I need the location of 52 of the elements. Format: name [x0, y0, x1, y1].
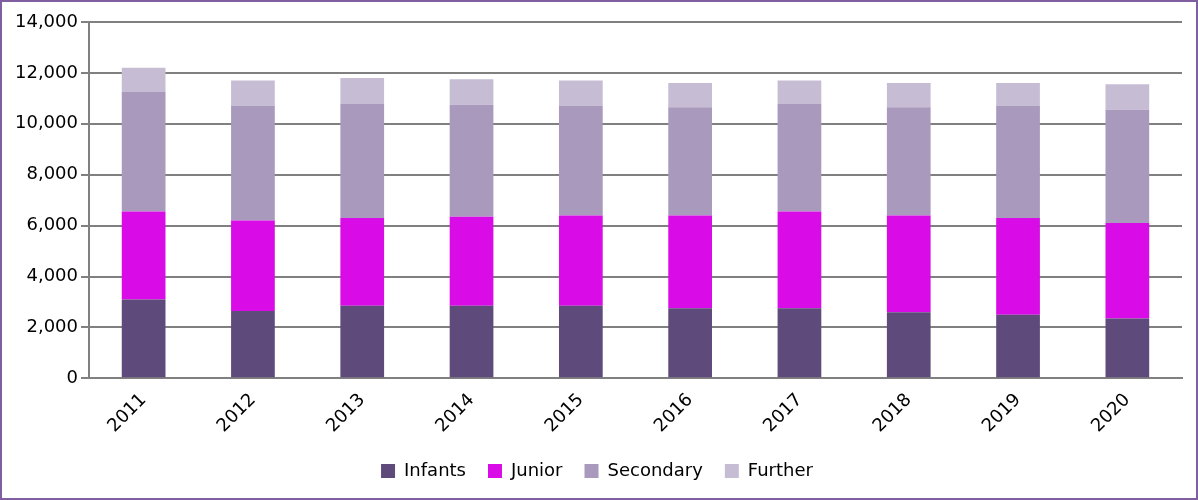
bar: [121, 67, 166, 92]
bar: [340, 305, 385, 378]
y-tick-label: 10,000: [15, 111, 78, 133]
bar: [668, 215, 712, 309]
y-tick-label: 8,000: [26, 162, 78, 184]
legend-label: Junior: [509, 458, 564, 480]
bar: [777, 103, 822, 212]
bar: [449, 216, 494, 306]
bar: [886, 312, 931, 378]
bar: [231, 220, 275, 311]
bar: [777, 308, 822, 378]
y-tick-label: 2,000: [26, 315, 78, 337]
bar: [340, 217, 385, 306]
bar: [886, 107, 931, 216]
bar: [886, 83, 931, 108]
bar: [449, 305, 494, 378]
bar: [668, 107, 712, 216]
bar: [449, 79, 494, 105]
bar: [121, 91, 166, 212]
y-tick-label: 0: [66, 366, 78, 388]
bar: [996, 105, 1040, 218]
legend-label: Secondary: [607, 458, 704, 480]
y-tick-label: 4,000: [26, 264, 78, 286]
bar: [558, 80, 603, 106]
bar: [996, 314, 1040, 378]
bar: [558, 105, 603, 216]
y-tick-label: 14,000: [15, 9, 78, 31]
bar: [558, 215, 603, 306]
bar: [231, 310, 275, 378]
bar: [1105, 318, 1150, 378]
y-tick-label: 6,000: [26, 213, 78, 235]
bar: [777, 80, 822, 104]
bar: [668, 308, 712, 378]
legend-label: Further: [747, 458, 814, 480]
bar: [340, 103, 385, 218]
bar: [558, 305, 603, 378]
legend-label: Infants: [404, 458, 466, 480]
y-tick-label: 12,000: [15, 60, 78, 82]
bar: [886, 215, 931, 313]
bar: [231, 105, 275, 221]
bar: [449, 104, 494, 217]
bar: [340, 78, 385, 104]
bar: [668, 83, 712, 108]
bar: [231, 80, 275, 106]
bar: [121, 299, 166, 378]
bar: [1105, 84, 1150, 110]
bar: [996, 217, 1040, 315]
bar: [1105, 109, 1150, 224]
bar: [1105, 223, 1150, 319]
bar: [996, 83, 1040, 106]
bar: [777, 211, 822, 309]
bar: [121, 211, 166, 300]
